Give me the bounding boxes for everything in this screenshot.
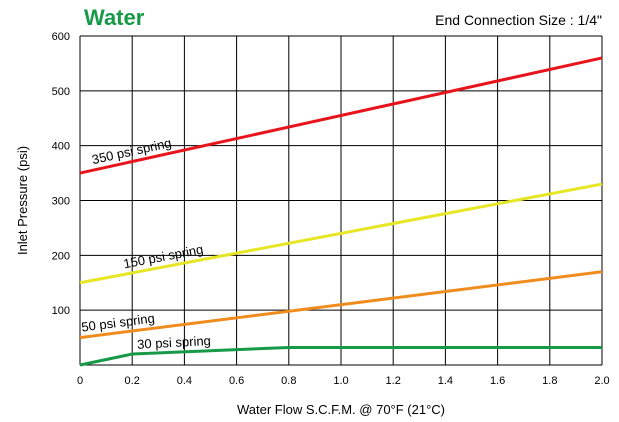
x-tick-label: 1.8 xyxy=(542,375,557,387)
y-tick-label: 500 xyxy=(52,86,70,98)
y-tick-label: 300 xyxy=(52,196,70,208)
series-line xyxy=(79,182,603,285)
y-tick-label: 400 xyxy=(52,141,70,153)
x-axis-label: Water Flow S.C.F.M. @ 70°F (21°C) xyxy=(237,402,445,417)
chart-subtitle: End Connection Size : 1/4" xyxy=(435,12,602,28)
x-tick-label: 1.4 xyxy=(438,375,453,387)
series-label: 30 psi spring xyxy=(137,333,211,352)
y-tick-label: 200 xyxy=(52,250,70,262)
series-line xyxy=(79,345,602,367)
x-tick-label: 0.4 xyxy=(177,375,192,387)
x-tick-label: 0.2 xyxy=(125,375,140,387)
y-tick-label: 100 xyxy=(52,305,70,317)
chart-title: Water xyxy=(84,5,145,30)
y-axis-label: Inlet Pressure (psi) xyxy=(15,146,30,255)
x-tick-label: 0.8 xyxy=(281,375,296,387)
y-axis-ticks: 100 200 300 400 500 600 xyxy=(52,31,70,317)
x-tick-label: 0 xyxy=(77,375,83,387)
grid xyxy=(79,35,603,366)
series-lines xyxy=(79,56,603,367)
x-tick-label: 0.6 xyxy=(229,375,244,387)
x-tick-label: 2.0 xyxy=(594,375,609,387)
x-tick-label: 1.6 xyxy=(490,375,505,387)
y-tick-label: 600 xyxy=(52,31,70,43)
x-tick-label: 1.0 xyxy=(333,375,348,387)
series-line xyxy=(79,270,603,340)
x-axis-ticks: 0 0.2 0.4 0.6 0.8 1.0 1.2 1.4 1.6 1.8 2.0 xyxy=(77,375,610,387)
series-line xyxy=(79,56,603,175)
x-tick-label: 1.2 xyxy=(386,375,401,387)
